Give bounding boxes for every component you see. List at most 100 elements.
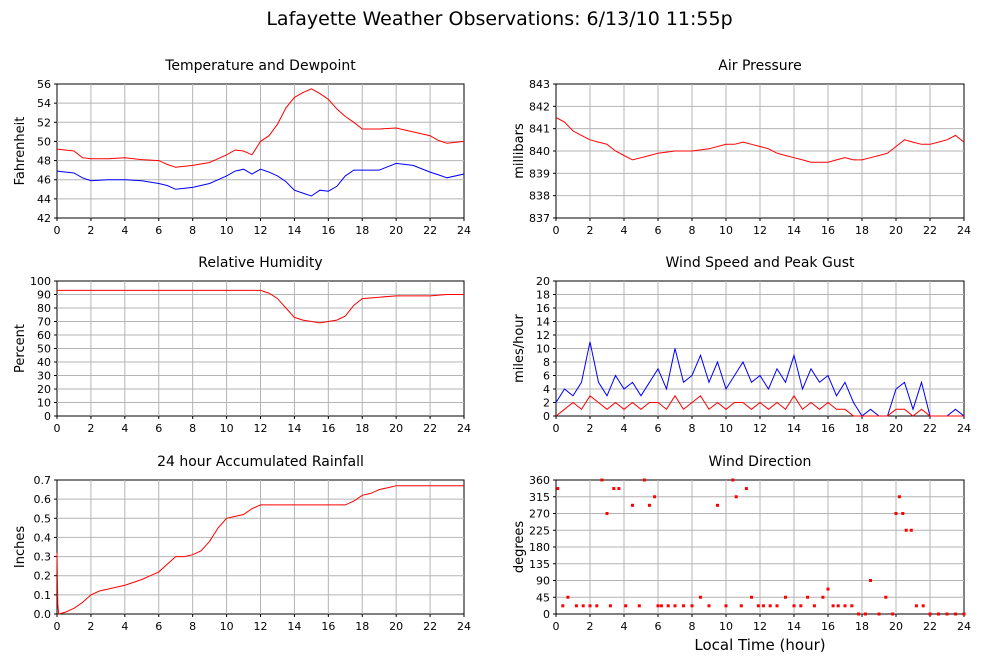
y-axis-label: degrees xyxy=(512,521,527,574)
data-point xyxy=(954,612,957,616)
x-tick-label: 12 xyxy=(753,620,767,633)
data-point xyxy=(831,604,835,608)
x-tick-label: 14 xyxy=(787,620,801,633)
x-tick-label: 16 xyxy=(821,620,835,633)
x-tick-label: 8 xyxy=(689,422,696,435)
x-tick-label: 8 xyxy=(189,620,196,633)
x-tick-label: 14 xyxy=(787,224,801,237)
x-axis-label: Local Time (hour) xyxy=(694,636,826,654)
y-tick-label: 135 xyxy=(529,558,550,571)
data-point xyxy=(556,487,560,491)
data-point xyxy=(799,604,803,608)
y-tick-label: 2 xyxy=(543,397,550,410)
data-point xyxy=(821,595,825,599)
x-tick-label: 16 xyxy=(321,620,335,633)
chart-panel: 0 2 4 6 8 10 12 14 16 18 20 22 2402468101214161820Wi… xyxy=(512,255,971,435)
x-tick-label: 0 xyxy=(54,224,61,237)
data-point xyxy=(659,604,663,608)
data-point xyxy=(945,612,949,616)
x-tick-label: 2 xyxy=(87,620,94,633)
x-tick-label: 0 xyxy=(54,620,61,633)
x-tick-label: 14 xyxy=(287,224,301,237)
data-point xyxy=(806,595,810,599)
x-tick-label: 10 xyxy=(220,224,234,237)
chart-title: Wind Direction xyxy=(709,454,812,470)
x-tick-label: 18 xyxy=(855,422,869,435)
series-line xyxy=(56,485,464,615)
y-tick-label: 0 xyxy=(543,410,550,423)
data-point xyxy=(617,487,621,491)
data-point xyxy=(624,604,628,608)
x-tick-label: 24 xyxy=(957,422,971,435)
x-tick-label: 0 xyxy=(54,422,61,435)
y-tick-label: 180 xyxy=(529,541,550,554)
data-point xyxy=(937,612,940,616)
y-tick-label: 0.1 xyxy=(34,589,52,602)
y-tick-label: 0.6 xyxy=(34,493,52,506)
y-tick-label: 0.5 xyxy=(34,512,52,525)
y-tick-label: 0.7 xyxy=(34,474,52,487)
x-tick-label: 24 xyxy=(457,224,471,237)
data-point xyxy=(914,604,918,608)
y-tick-label: 18 xyxy=(536,289,550,302)
data-point xyxy=(761,604,765,608)
x-tick-label: 18 xyxy=(355,224,369,237)
x-tick-label: 24 xyxy=(457,620,471,633)
y-axis-label: millibars xyxy=(512,123,527,179)
data-point xyxy=(928,612,932,616)
data-point xyxy=(666,604,670,608)
y-tick-label: 840 xyxy=(529,145,550,158)
x-tick-label: 22 xyxy=(423,620,437,633)
x-tick-label: 18 xyxy=(855,224,869,237)
x-tick-label: 10 xyxy=(220,422,234,435)
data-point xyxy=(574,604,578,608)
y-tick-label: 80 xyxy=(37,302,51,315)
x-tick-label: 16 xyxy=(321,224,335,237)
y-axis-label: Percent xyxy=(13,324,28,373)
data-point xyxy=(673,604,677,608)
data-point xyxy=(734,495,738,499)
series-line xyxy=(555,117,965,163)
data-point xyxy=(739,604,743,608)
y-tick-label: 0.2 xyxy=(34,570,52,583)
x-tick-label: 6 xyxy=(655,224,662,237)
x-tick-label: 10 xyxy=(220,620,234,633)
data-point xyxy=(682,604,685,608)
series-line xyxy=(555,394,964,417)
x-tick-label: 8 xyxy=(189,224,196,237)
data-point xyxy=(877,612,881,616)
data-point xyxy=(566,595,570,599)
x-tick-label: 24 xyxy=(957,620,971,633)
y-axis-label: Inches xyxy=(13,526,28,568)
data-point xyxy=(656,604,660,608)
x-tick-label: 22 xyxy=(923,422,937,435)
data-point xyxy=(812,604,816,608)
x-tick-label: 16 xyxy=(321,422,335,435)
x-tick-label: 4 xyxy=(121,422,128,435)
chart-panel: 0 2 4 6 8 10 12 14 16 18 20 22 244244464850525456Tem… xyxy=(13,58,471,237)
series-line xyxy=(56,88,465,168)
x-tick-label: 4 xyxy=(121,620,128,633)
y-tick-label: 0 xyxy=(44,410,51,423)
data-point xyxy=(631,503,634,507)
y-tick-label: 90 xyxy=(536,575,550,588)
y-tick-label: 10 xyxy=(536,343,550,356)
x-tick-label: 22 xyxy=(923,620,937,633)
x-tick-label: 22 xyxy=(423,224,437,237)
data-point xyxy=(642,478,646,482)
chart-title: Air Pressure xyxy=(718,58,801,74)
x-tick-label: 4 xyxy=(621,620,628,633)
data-point xyxy=(857,612,861,616)
x-tick-label: 22 xyxy=(423,422,437,435)
x-tick-label: 12 xyxy=(254,422,268,435)
data-point xyxy=(612,487,616,491)
data-point xyxy=(904,528,908,532)
x-tick-label: 4 xyxy=(621,224,628,237)
x-tick-label: 20 xyxy=(889,620,903,633)
y-tick-label: 843 xyxy=(529,78,550,91)
x-tick-label: 2 xyxy=(87,422,94,435)
data-point xyxy=(897,495,901,499)
data-point xyxy=(792,604,796,608)
x-tick-label: 20 xyxy=(389,422,403,435)
